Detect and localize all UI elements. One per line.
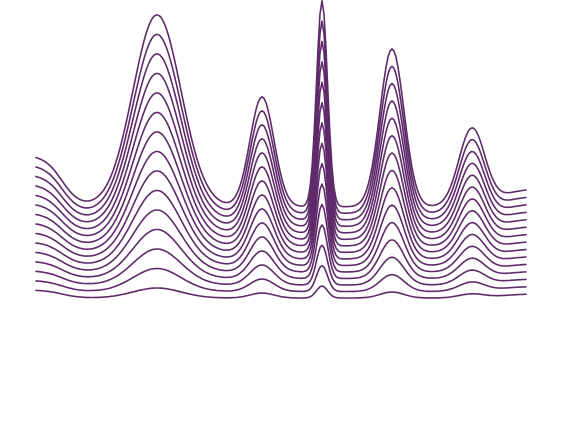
wave-line xyxy=(35,163,527,260)
wave-line xyxy=(35,183,527,267)
wave-line xyxy=(35,20,527,214)
wave-line xyxy=(35,142,527,254)
wave-line xyxy=(35,264,527,293)
wave-line xyxy=(35,40,527,221)
wave-line xyxy=(35,101,527,241)
wave-line xyxy=(35,81,527,234)
wave-line xyxy=(35,224,527,280)
wave-line xyxy=(35,0,527,208)
wave-line xyxy=(35,285,527,299)
wave-line xyxy=(35,122,527,247)
wave-line xyxy=(35,203,527,273)
wave-line xyxy=(35,244,527,286)
wave-line xyxy=(35,61,527,227)
